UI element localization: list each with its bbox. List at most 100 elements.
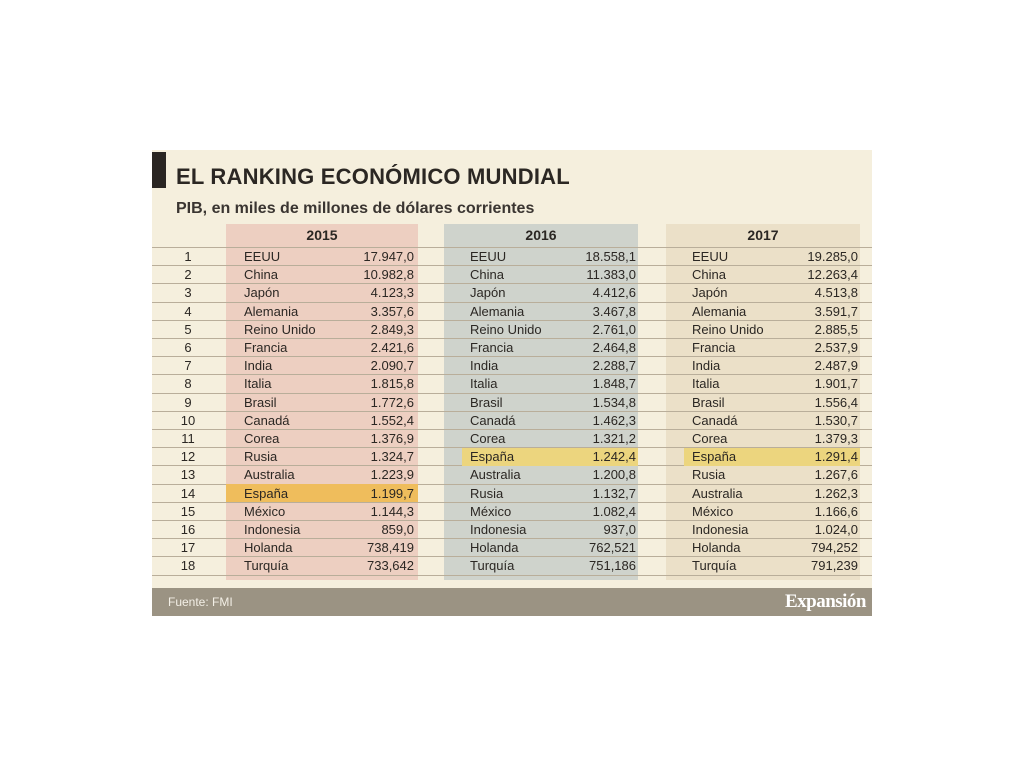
row-divider xyxy=(152,265,872,267)
year-header-2015: 2015 xyxy=(306,227,338,243)
row-divider xyxy=(152,520,872,521)
row-divider xyxy=(152,392,872,394)
rank-number: 3 xyxy=(184,285,192,301)
rank-number: 2 xyxy=(184,267,192,283)
gdp-value: 1.772,6 xyxy=(370,394,414,410)
country-name: Reino Unido xyxy=(692,321,764,337)
country-name: Australia xyxy=(470,467,521,483)
country-name: España xyxy=(244,485,289,501)
country-name: India xyxy=(470,358,499,374)
country-name: Francia xyxy=(692,340,736,355)
gdp-value: 2.761,0 xyxy=(592,321,636,337)
gdp-value: 1.901,7 xyxy=(814,376,858,392)
gdp-value: 19.285,0 xyxy=(807,249,858,264)
gdp-value: 3.591,7 xyxy=(814,303,858,319)
chart-subtitle: PIB, en miles de millones de dólares cor… xyxy=(176,200,535,217)
row-divider xyxy=(152,465,872,467)
gdp-value: 2.487,9 xyxy=(814,358,858,374)
country-name: Japón xyxy=(470,285,506,301)
gdp-value: 4.123,3 xyxy=(370,285,414,301)
gdp-value: 1.144,3 xyxy=(370,503,414,519)
rank-number: 10 xyxy=(180,412,196,428)
country-name: Indonesia xyxy=(692,522,749,537)
row-divider xyxy=(152,319,872,321)
gdp-value: 1.534,8 xyxy=(592,394,636,410)
country-name: Holanda xyxy=(470,540,519,556)
highlight-row-2017 xyxy=(684,447,860,466)
country-name: EEUU xyxy=(692,249,729,264)
row-divider xyxy=(152,301,872,303)
country-name: España xyxy=(692,449,737,465)
country-name: Brasil xyxy=(244,394,277,410)
country-name: Francia xyxy=(244,340,288,355)
country-name: Indonesia xyxy=(244,522,301,537)
rank-number: 4 xyxy=(184,303,192,319)
gdp-value: 859,0 xyxy=(381,522,414,537)
ranking-infographic: EL RANKING ECONÓMICO MUNDIAL PIB, en mil… xyxy=(152,150,872,616)
country-name: Alemania xyxy=(244,303,299,319)
gdp-value: 762,521 xyxy=(589,540,636,556)
country-name: México xyxy=(244,503,286,519)
gdp-value: 17.947,0 xyxy=(363,249,414,264)
country-name: Brasil xyxy=(470,394,503,410)
row-divider xyxy=(152,374,872,376)
gdp-value: 733,642 xyxy=(367,558,414,574)
gdp-value: 937,0 xyxy=(603,522,636,537)
country-name: Holanda xyxy=(244,540,293,556)
rank-number: 12 xyxy=(180,449,196,465)
rank-number: 1 xyxy=(184,249,192,264)
country-name: China xyxy=(244,267,278,283)
gdp-value: 12.263,4 xyxy=(807,267,858,283)
country-name: Rusia xyxy=(244,449,278,465)
gdp-value: 1.815,8 xyxy=(370,376,414,392)
row-divider xyxy=(152,501,872,503)
gdp-value: 1.552,4 xyxy=(370,412,414,428)
gdp-value: 1.530,7 xyxy=(814,412,858,428)
row-divider xyxy=(152,283,872,285)
country-name: India xyxy=(244,358,273,374)
rank-number: 6 xyxy=(184,340,192,355)
brand-logo: Expansión xyxy=(784,591,867,612)
country-name: Reino Unido xyxy=(244,321,316,337)
row-divider xyxy=(152,338,872,339)
gdp-value: 2.421,6 xyxy=(370,340,414,355)
gdp-value: 1.324,7 xyxy=(370,449,414,465)
country-name: Indonesia xyxy=(470,522,527,537)
country-name: India xyxy=(692,358,721,374)
country-name: Alemania xyxy=(470,303,525,319)
country-name: Australia xyxy=(244,467,295,483)
country-name: Turquía xyxy=(470,558,515,574)
highlight-row-2016 xyxy=(462,447,638,466)
country-name: EEUU xyxy=(470,249,507,264)
chart-title: EL RANKING ECONÓMICO MUNDIAL xyxy=(176,164,570,189)
row-divider xyxy=(152,247,872,248)
gdp-value: 1.267,6 xyxy=(814,467,858,483)
gdp-value: 1.024,0 xyxy=(814,522,858,537)
gdp-value: 1.376,9 xyxy=(370,431,414,446)
gdp-value: 3.467,8 xyxy=(592,303,636,319)
rank-number: 14 xyxy=(180,485,196,501)
row-divider xyxy=(152,356,872,358)
country-name: Canadá xyxy=(692,412,738,428)
row-divider xyxy=(152,556,872,558)
gdp-value: 1.291,4 xyxy=(814,449,858,465)
row-divider xyxy=(152,538,872,540)
gdp-value: 751,186 xyxy=(589,558,636,574)
gdp-value: 1.556,4 xyxy=(814,394,858,410)
gdp-value: 1.199,7 xyxy=(370,485,414,501)
country-name: Italia xyxy=(692,376,720,392)
gdp-value: 18.558,1 xyxy=(585,249,636,264)
country-name: Canadá xyxy=(244,412,290,428)
gdp-value: 2.090,7 xyxy=(370,358,414,374)
gdp-value: 4.412,6 xyxy=(592,285,636,301)
country-name: Corea xyxy=(470,431,506,446)
rank-number: 5 xyxy=(184,321,192,337)
rank-number: 13 xyxy=(180,467,196,483)
country-name: China xyxy=(470,267,504,283)
gdp-value: 4.513,8 xyxy=(814,285,858,301)
row-divider xyxy=(152,410,872,412)
row-divider xyxy=(152,483,872,485)
gdp-value: 791,239 xyxy=(811,558,858,574)
gdp-value: 1.462,3 xyxy=(592,412,636,428)
gdp-value: 1.132,7 xyxy=(592,485,636,501)
